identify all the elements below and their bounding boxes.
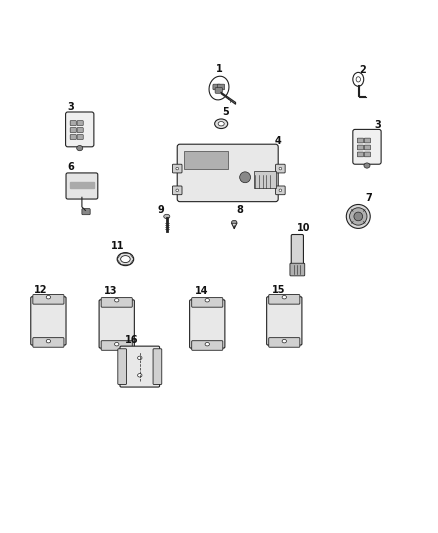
- FancyBboxPatch shape: [353, 130, 381, 164]
- FancyBboxPatch shape: [192, 297, 223, 307]
- FancyBboxPatch shape: [291, 235, 304, 265]
- FancyBboxPatch shape: [190, 300, 225, 348]
- Text: 8: 8: [237, 205, 244, 215]
- FancyBboxPatch shape: [70, 135, 76, 140]
- FancyBboxPatch shape: [101, 297, 132, 307]
- Ellipse shape: [364, 163, 370, 168]
- FancyBboxPatch shape: [173, 164, 182, 173]
- FancyBboxPatch shape: [173, 186, 182, 195]
- Ellipse shape: [354, 212, 363, 221]
- FancyBboxPatch shape: [357, 152, 364, 157]
- Ellipse shape: [164, 214, 170, 219]
- FancyBboxPatch shape: [192, 341, 223, 350]
- Ellipse shape: [282, 340, 286, 343]
- FancyBboxPatch shape: [269, 295, 300, 304]
- Text: 15: 15: [272, 285, 286, 295]
- Ellipse shape: [115, 342, 119, 346]
- FancyBboxPatch shape: [364, 145, 371, 150]
- Text: 5: 5: [222, 107, 229, 117]
- Text: 10: 10: [297, 223, 311, 233]
- Ellipse shape: [279, 189, 282, 192]
- Ellipse shape: [346, 205, 370, 229]
- Ellipse shape: [205, 342, 209, 346]
- FancyBboxPatch shape: [66, 173, 98, 199]
- Ellipse shape: [282, 295, 286, 299]
- FancyBboxPatch shape: [120, 346, 159, 387]
- Text: 7: 7: [366, 193, 373, 204]
- Ellipse shape: [176, 167, 179, 170]
- FancyBboxPatch shape: [254, 171, 276, 188]
- FancyBboxPatch shape: [276, 164, 285, 173]
- FancyBboxPatch shape: [118, 349, 127, 384]
- Text: 3: 3: [67, 102, 74, 112]
- FancyBboxPatch shape: [357, 138, 364, 143]
- Ellipse shape: [240, 172, 251, 183]
- Text: 12: 12: [34, 285, 47, 295]
- FancyBboxPatch shape: [213, 84, 220, 90]
- FancyBboxPatch shape: [77, 128, 83, 133]
- Text: 2: 2: [359, 65, 366, 75]
- FancyBboxPatch shape: [77, 135, 83, 140]
- Text: 1: 1: [215, 64, 223, 74]
- Ellipse shape: [232, 220, 237, 224]
- FancyBboxPatch shape: [77, 120, 83, 125]
- FancyBboxPatch shape: [70, 128, 76, 133]
- FancyBboxPatch shape: [101, 341, 132, 350]
- FancyBboxPatch shape: [33, 338, 64, 347]
- Ellipse shape: [138, 356, 142, 360]
- Text: 6: 6: [67, 163, 74, 173]
- FancyBboxPatch shape: [70, 120, 76, 125]
- Ellipse shape: [120, 256, 130, 263]
- Text: 16: 16: [125, 335, 139, 345]
- Text: 4: 4: [274, 136, 281, 146]
- Ellipse shape: [46, 295, 50, 299]
- FancyBboxPatch shape: [357, 145, 364, 150]
- Text: 13: 13: [103, 286, 117, 296]
- FancyBboxPatch shape: [215, 87, 223, 93]
- Ellipse shape: [350, 208, 367, 225]
- FancyBboxPatch shape: [177, 144, 278, 201]
- FancyBboxPatch shape: [217, 84, 225, 90]
- Ellipse shape: [218, 122, 224, 126]
- FancyBboxPatch shape: [184, 151, 228, 168]
- Ellipse shape: [77, 146, 83, 151]
- FancyBboxPatch shape: [269, 338, 300, 347]
- Polygon shape: [221, 92, 236, 104]
- FancyBboxPatch shape: [99, 300, 134, 348]
- Ellipse shape: [115, 298, 119, 302]
- Ellipse shape: [215, 119, 228, 128]
- Polygon shape: [70, 182, 94, 188]
- FancyBboxPatch shape: [267, 297, 302, 345]
- Ellipse shape: [205, 298, 209, 302]
- Text: 14: 14: [195, 286, 208, 296]
- FancyBboxPatch shape: [31, 297, 66, 345]
- FancyBboxPatch shape: [33, 295, 64, 304]
- FancyBboxPatch shape: [290, 263, 305, 276]
- Ellipse shape: [279, 167, 282, 170]
- FancyBboxPatch shape: [66, 112, 94, 147]
- FancyBboxPatch shape: [82, 208, 90, 215]
- Text: 11: 11: [111, 241, 125, 251]
- Ellipse shape: [138, 374, 142, 377]
- Text: 9: 9: [157, 205, 164, 215]
- Ellipse shape: [356, 77, 360, 82]
- FancyBboxPatch shape: [153, 349, 162, 384]
- Ellipse shape: [117, 253, 134, 265]
- FancyBboxPatch shape: [276, 186, 285, 195]
- Ellipse shape: [46, 340, 50, 343]
- Text: 3: 3: [374, 120, 381, 130]
- Ellipse shape: [176, 189, 179, 192]
- FancyBboxPatch shape: [364, 152, 371, 157]
- FancyBboxPatch shape: [364, 138, 371, 143]
